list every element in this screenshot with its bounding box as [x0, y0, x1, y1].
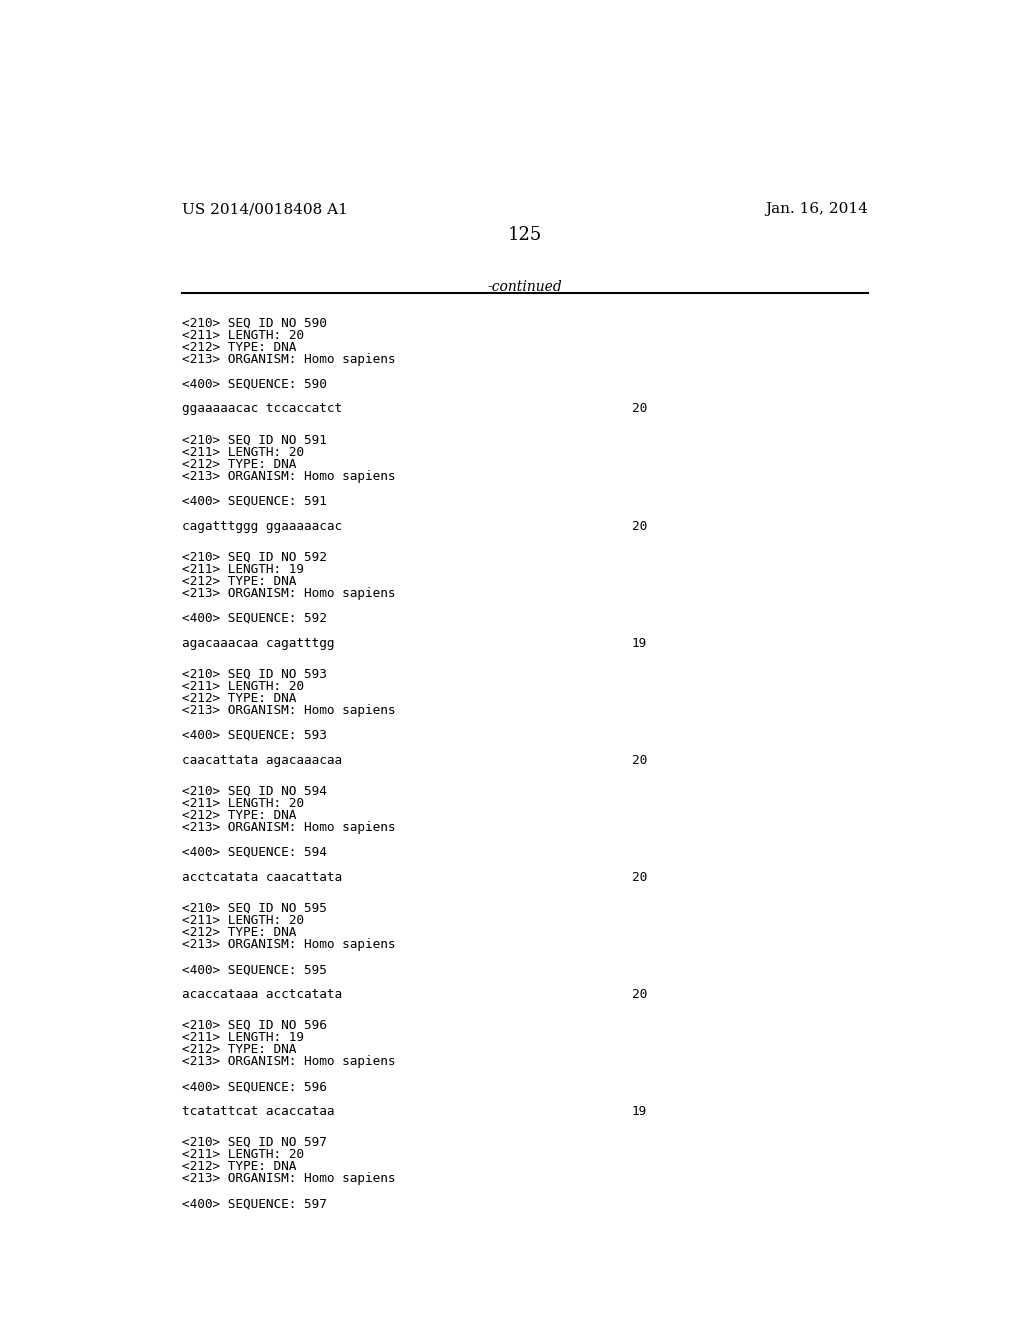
Text: <212> TYPE: DNA: <212> TYPE: DNA [182, 1043, 296, 1056]
Text: <211> LENGTH: 20: <211> LENGTH: 20 [182, 913, 304, 927]
Text: <213> ORGANISM: Homo sapiens: <213> ORGANISM: Homo sapiens [182, 470, 395, 483]
Text: cagatttggg ggaaaaacac: cagatttggg ggaaaaacac [182, 520, 342, 532]
Text: <213> ORGANISM: Homo sapiens: <213> ORGANISM: Homo sapiens [182, 1056, 395, 1068]
Text: <400> SEQUENCE: 592: <400> SEQUENCE: 592 [182, 612, 327, 624]
Text: <210> SEQ ID NO 591: <210> SEQ ID NO 591 [182, 433, 327, 446]
Text: <210> SEQ ID NO 590: <210> SEQ ID NO 590 [182, 317, 327, 329]
Text: <212> TYPE: DNA: <212> TYPE: DNA [182, 927, 296, 939]
Text: <213> ORGANISM: Homo sapiens: <213> ORGANISM: Homo sapiens [182, 939, 395, 952]
Text: <400> SEQUENCE: 593: <400> SEQUENCE: 593 [182, 729, 327, 742]
Text: <213> ORGANISM: Homo sapiens: <213> ORGANISM: Homo sapiens [182, 587, 395, 601]
Text: <213> ORGANISM: Homo sapiens: <213> ORGANISM: Homo sapiens [182, 354, 395, 366]
Text: -continued: -continued [487, 280, 562, 294]
Text: 20: 20 [632, 871, 647, 883]
Text: <210> SEQ ID NO 596: <210> SEQ ID NO 596 [182, 1019, 327, 1031]
Text: tcatattcat acaccataa: tcatattcat acaccataa [182, 1105, 335, 1118]
Text: <210> SEQ ID NO 593: <210> SEQ ID NO 593 [182, 668, 327, 680]
Text: <211> LENGTH: 20: <211> LENGTH: 20 [182, 1148, 304, 1160]
Text: acaccataaa acctcatata: acaccataaa acctcatata [182, 987, 342, 1001]
Text: <211> LENGTH: 19: <211> LENGTH: 19 [182, 1031, 304, 1044]
Text: <213> ORGANISM: Homo sapiens: <213> ORGANISM: Homo sapiens [182, 821, 395, 834]
Text: <213> ORGANISM: Homo sapiens: <213> ORGANISM: Homo sapiens [182, 1172, 395, 1185]
Text: <211> LENGTH: 19: <211> LENGTH: 19 [182, 562, 304, 576]
Text: <400> SEQUENCE: 590: <400> SEQUENCE: 590 [182, 378, 327, 391]
Text: <212> TYPE: DNA: <212> TYPE: DNA [182, 1160, 296, 1173]
Text: caacattata agacaaacaa: caacattata agacaaacaa [182, 754, 342, 767]
Text: <213> ORGANISM: Homo sapiens: <213> ORGANISM: Homo sapiens [182, 705, 395, 717]
Text: <212> TYPE: DNA: <212> TYPE: DNA [182, 576, 296, 587]
Text: <210> SEQ ID NO 595: <210> SEQ ID NO 595 [182, 902, 327, 915]
Text: <400> SEQUENCE: 597: <400> SEQUENCE: 597 [182, 1197, 327, 1210]
Text: <212> TYPE: DNA: <212> TYPE: DNA [182, 809, 296, 822]
Text: US 2014/0018408 A1: US 2014/0018408 A1 [182, 202, 348, 216]
Text: 125: 125 [508, 226, 542, 244]
Text: 19: 19 [632, 1105, 647, 1118]
Text: 20: 20 [632, 403, 647, 416]
Text: <212> TYPE: DNA: <212> TYPE: DNA [182, 692, 296, 705]
Text: agacaaacaa cagatttgg: agacaaacaa cagatttgg [182, 636, 335, 649]
Text: <400> SEQUENCE: 594: <400> SEQUENCE: 594 [182, 846, 327, 859]
Text: <400> SEQUENCE: 591: <400> SEQUENCE: 591 [182, 495, 327, 508]
Text: 19: 19 [632, 636, 647, 649]
Text: <211> LENGTH: 20: <211> LENGTH: 20 [182, 797, 304, 809]
Text: 20: 20 [632, 754, 647, 767]
Text: <210> SEQ ID NO 594: <210> SEQ ID NO 594 [182, 784, 327, 797]
Text: <212> TYPE: DNA: <212> TYPE: DNA [182, 341, 296, 354]
Text: <211> LENGTH: 20: <211> LENGTH: 20 [182, 329, 304, 342]
Text: <210> SEQ ID NO 592: <210> SEQ ID NO 592 [182, 550, 327, 564]
Text: ggaaaaacac tccaccatct: ggaaaaacac tccaccatct [182, 403, 342, 416]
Text: 20: 20 [632, 987, 647, 1001]
Text: <400> SEQUENCE: 595: <400> SEQUENCE: 595 [182, 964, 327, 975]
Text: 20: 20 [632, 520, 647, 532]
Text: <210> SEQ ID NO 597: <210> SEQ ID NO 597 [182, 1135, 327, 1148]
Text: acctcatata caacattata: acctcatata caacattata [182, 871, 342, 883]
Text: <400> SEQUENCE: 596: <400> SEQUENCE: 596 [182, 1080, 327, 1093]
Text: <212> TYPE: DNA: <212> TYPE: DNA [182, 458, 296, 471]
Text: <211> LENGTH: 20: <211> LENGTH: 20 [182, 446, 304, 458]
Text: Jan. 16, 2014: Jan. 16, 2014 [765, 202, 867, 216]
Text: <211> LENGTH: 20: <211> LENGTH: 20 [182, 680, 304, 693]
